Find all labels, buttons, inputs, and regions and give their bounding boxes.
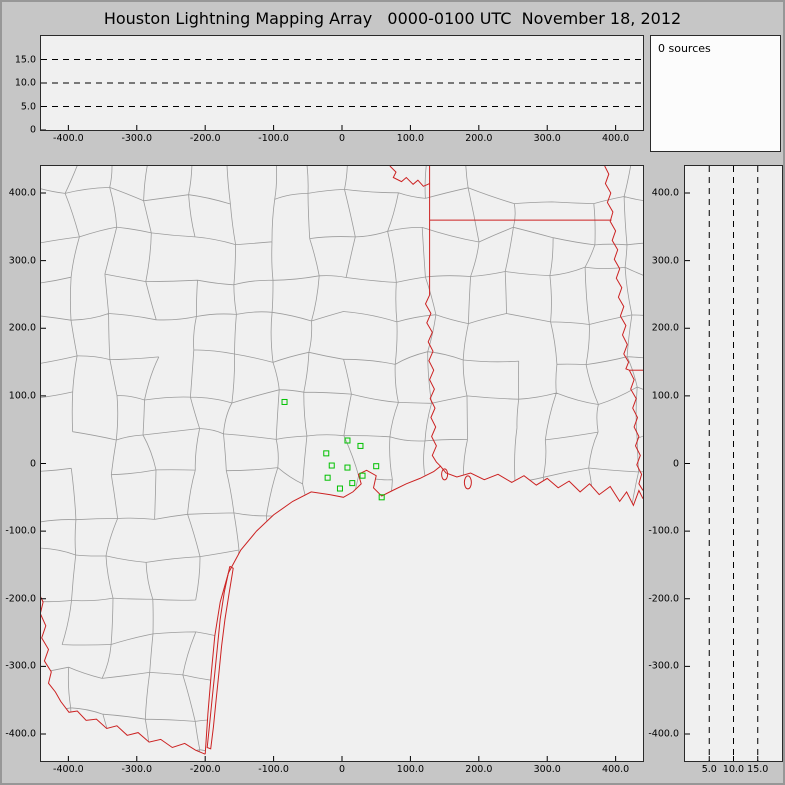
tick-label: -300.0 (648, 660, 679, 672)
tick-label: 0 (338, 133, 346, 144)
state-border (604, 166, 630, 371)
station-marker (378, 494, 385, 501)
tick-label: 200.0 (465, 133, 493, 144)
station-marker (324, 474, 331, 481)
tick-label: -100.0 (258, 764, 289, 775)
sources-count-label: 0 sources (658, 42, 711, 55)
altitude-ns-xaxis-labels: 5.0 10.0 15.0 (685, 764, 782, 776)
station-marker (281, 398, 288, 405)
axis-ticks (41, 192, 617, 761)
tick-label: 10.0 (722, 764, 745, 775)
tick-label: 0 (672, 458, 679, 469)
tick-label: 0 (338, 764, 346, 775)
lake-outline (441, 468, 449, 481)
tick-label: 5.0 (20, 101, 36, 112)
sources-panel: 0 sources (650, 35, 781, 152)
station-marker (336, 485, 343, 492)
tick-label: 0 (29, 124, 36, 136)
tick-label: -100.0 (648, 525, 679, 537)
map-panel (40, 165, 644, 762)
station-marker (357, 442, 364, 449)
tick-label: 300.0 (533, 764, 561, 775)
tick-label: 200.0 (651, 322, 679, 334)
tick-label: -400.0 (5, 728, 36, 740)
state-border (628, 369, 643, 491)
axis-ticks (41, 59, 617, 130)
tick-label: -200.0 (189, 133, 221, 144)
tick-label: -100.0 (5, 525, 36, 537)
tick-label: 100.0 (8, 390, 36, 402)
tick-label: -400.0 (53, 764, 84, 775)
state-border (204, 465, 643, 755)
tick-label: 400.0 (651, 187, 679, 199)
station-marker (359, 472, 366, 479)
altitude-ew-panel (40, 35, 644, 131)
tick-label: 300.0 (8, 255, 36, 267)
tick-label: -200.0 (648, 593, 679, 605)
tick-label: -400.0 (53, 133, 84, 144)
map-yaxis-labels: 400.0 300.0 200.0 100.0 0 -100.0 -200.0 -300.0 -… (2, 166, 38, 761)
tick-label: -200.0 (189, 764, 221, 775)
state-border (424, 294, 441, 467)
state-border (389, 166, 430, 187)
state-border (206, 565, 234, 750)
tick-label: 100.0 (651, 390, 679, 402)
altitude-ns-panel (684, 165, 783, 762)
tick-label: 10.0 (14, 77, 36, 89)
tick-label: 300.0 (651, 255, 679, 267)
tick-label: 400.0 (602, 133, 630, 144)
altitude-ew-plot (41, 59, 643, 130)
axis-ticks (685, 192, 759, 761)
gulf-water (205, 466, 643, 761)
tick-label: -300.0 (121, 764, 153, 775)
tick-label: 0 (29, 458, 36, 469)
tick-label: 100.0 (396, 764, 425, 775)
altitude-ns-yaxis-labels: 400.0 300.0 200.0 100.0 0 -100.0 -200.0 -300.0 -… (646, 166, 681, 761)
page-title: Houston Lightning Mapping Array 0000-010… (103, 9, 682, 28)
tick-label: 200.0 (8, 322, 36, 334)
state-border (41, 596, 206, 755)
altitude-ew-xaxis-labels: -400.0 -300.0 -200.0 -100.0 0 100.0 200.0 300.0… (41, 133, 643, 145)
tick-label: 100.0 (396, 133, 425, 144)
map-xaxis-labels: -400.0 -300.0 -200.0 -100.0 0 100.0 200.0 300.0… (41, 764, 643, 776)
tick-label: 400.0 (8, 187, 36, 199)
station-marker (344, 464, 351, 471)
tick-label: -100.0 (258, 133, 289, 144)
mexico-area (41, 597, 206, 761)
tick-label: 5.0 (701, 764, 717, 775)
tick-label: 15.0 (14, 54, 36, 65)
tick-label: -300.0 (5, 660, 36, 672)
tick-label: 200.0 (465, 764, 493, 775)
tick-label: -200.0 (5, 593, 36, 605)
tick-label: 300.0 (533, 133, 561, 144)
plan-view-map (41, 166, 643, 761)
altitude-ew-yaxis-labels: 15.0 10.0 5.0 0 (2, 36, 38, 136)
station-marker (349, 480, 356, 487)
station-marker (373, 463, 380, 470)
lake-outline (463, 475, 472, 490)
altitude-ns-plot (685, 166, 759, 761)
station-marker (328, 462, 335, 469)
tick-label: 15.0 (747, 764, 769, 775)
station-marker (323, 450, 330, 457)
station-marker (344, 437, 351, 444)
tick-label: -400.0 (648, 728, 679, 740)
tick-label: 400.0 (602, 764, 630, 775)
tick-label: -300.0 (121, 133, 153, 144)
